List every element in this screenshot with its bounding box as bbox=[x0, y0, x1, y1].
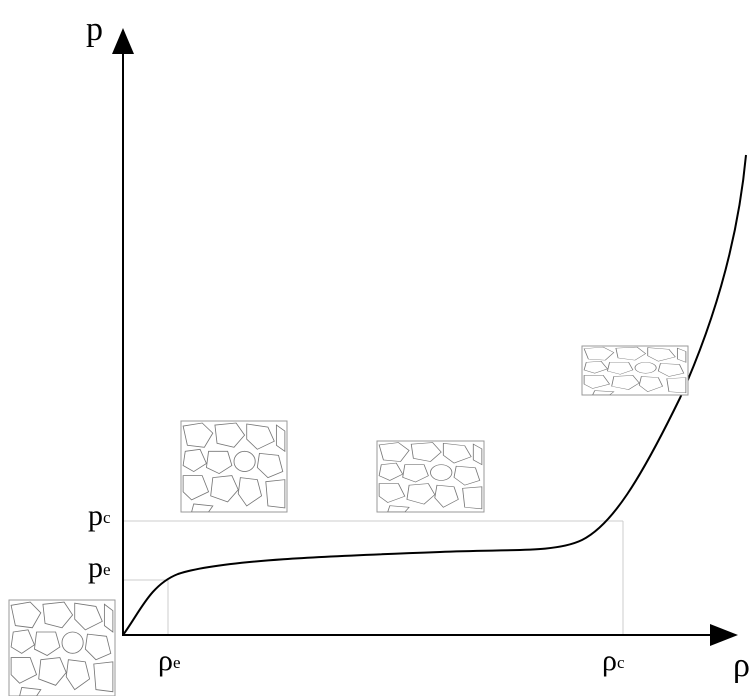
y-axis-label: p bbox=[86, 11, 103, 48]
x-arrow bbox=[710, 624, 738, 646]
symbol: ρ bbox=[602, 644, 617, 677]
level-label: ρc bbox=[602, 644, 625, 677]
y-arrow bbox=[112, 28, 134, 54]
x-axis-label: ρ bbox=[733, 647, 750, 684]
symbol: p bbox=[88, 551, 103, 584]
subscript: c bbox=[103, 508, 111, 527]
level-label: pc bbox=[88, 499, 111, 532]
level-label: pe bbox=[88, 551, 111, 584]
page: p ρ pc pe ρe ρc (() => { const data = JS… bbox=[0, 0, 755, 696]
subscript: e bbox=[173, 653, 181, 672]
symbol: ρ bbox=[158, 644, 173, 677]
diagram: p ρ pc pe ρe ρc bbox=[0, 0, 755, 696]
subscript: c bbox=[617, 653, 625, 672]
subscript: e bbox=[103, 560, 111, 579]
symbol: p bbox=[88, 499, 103, 532]
guide-lines bbox=[123, 521, 623, 635]
level-label: ρe bbox=[158, 644, 181, 677]
